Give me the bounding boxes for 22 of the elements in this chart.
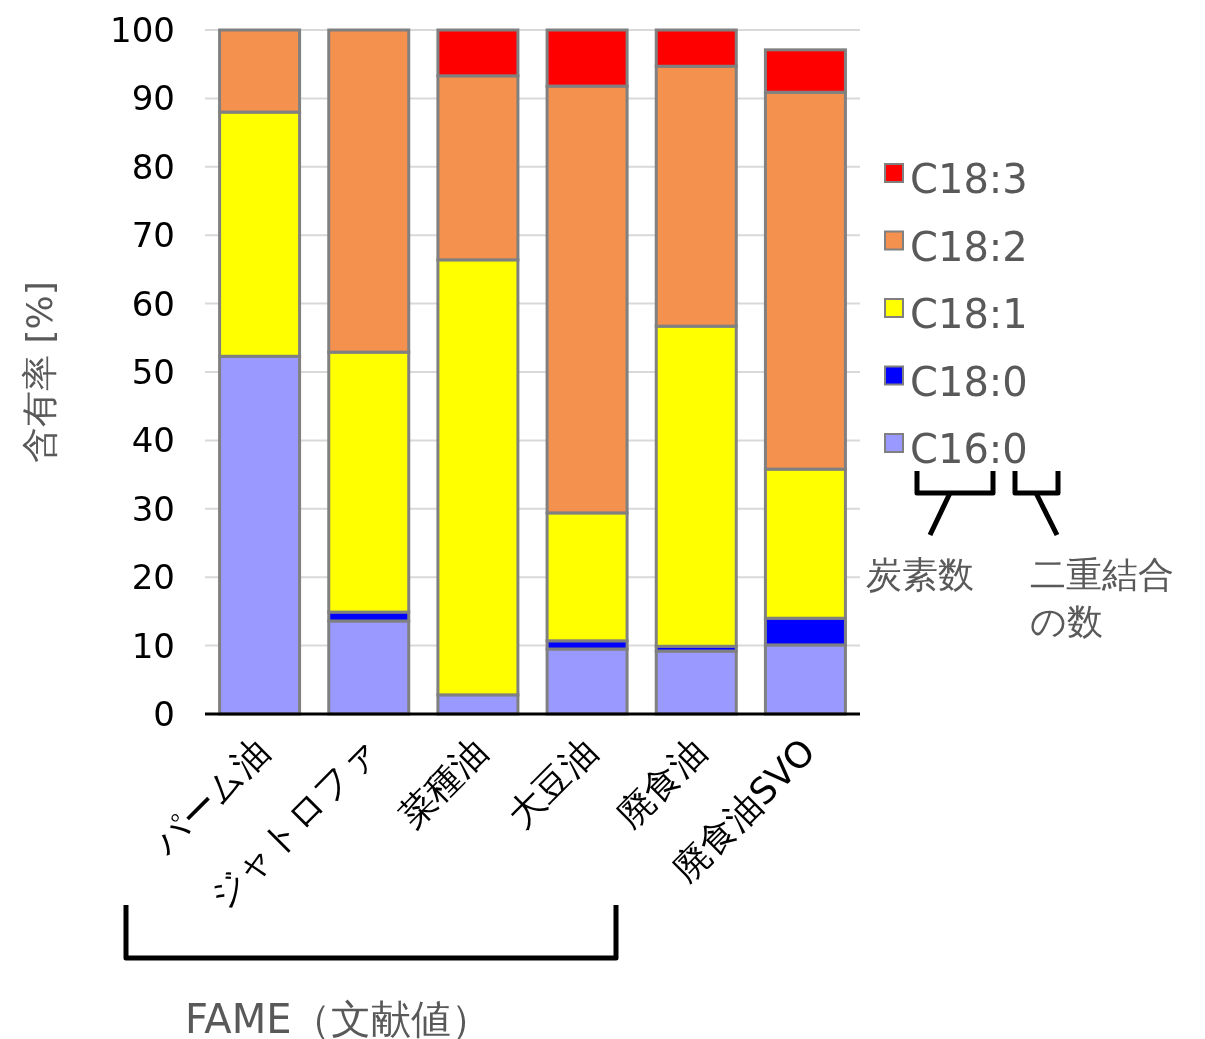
- y-tick-label: 30: [131, 488, 175, 529]
- y-tick-label: 0: [153, 694, 175, 734]
- y-tick-label: 80: [131, 146, 175, 187]
- text: FAME（文献値）: [185, 995, 493, 1039]
- x-tick-label: 菜種油: [390, 730, 496, 837]
- legend-label: C16:0: [910, 426, 1028, 472]
- y-tick-label: 20: [131, 557, 175, 598]
- y-tick-label: 90: [131, 78, 175, 119]
- y-tick-label: 50: [131, 352, 175, 392]
- y-tick-label: 100: [110, 10, 175, 50]
- legend-label: C18:0: [910, 358, 1028, 405]
- y-tick-label: 40: [131, 420, 175, 461]
- y-tick-label: 10: [131, 625, 175, 666]
- y-axis-title: 含有率 [%]: [19, 281, 60, 463]
- text: 二重結合の数: [1030, 553, 1175, 644]
- legend-label: C18:2: [910, 223, 1028, 270]
- text: 炭素数: [866, 554, 974, 595]
- legend-label: C18:3: [910, 156, 1028, 202]
- y-tick-label: 60: [131, 283, 175, 324]
- x-tick-label: 大豆油: [499, 730, 605, 837]
- y-tick-label: 70: [131, 215, 175, 256]
- legend-label: C18:1: [910, 291, 1028, 337]
